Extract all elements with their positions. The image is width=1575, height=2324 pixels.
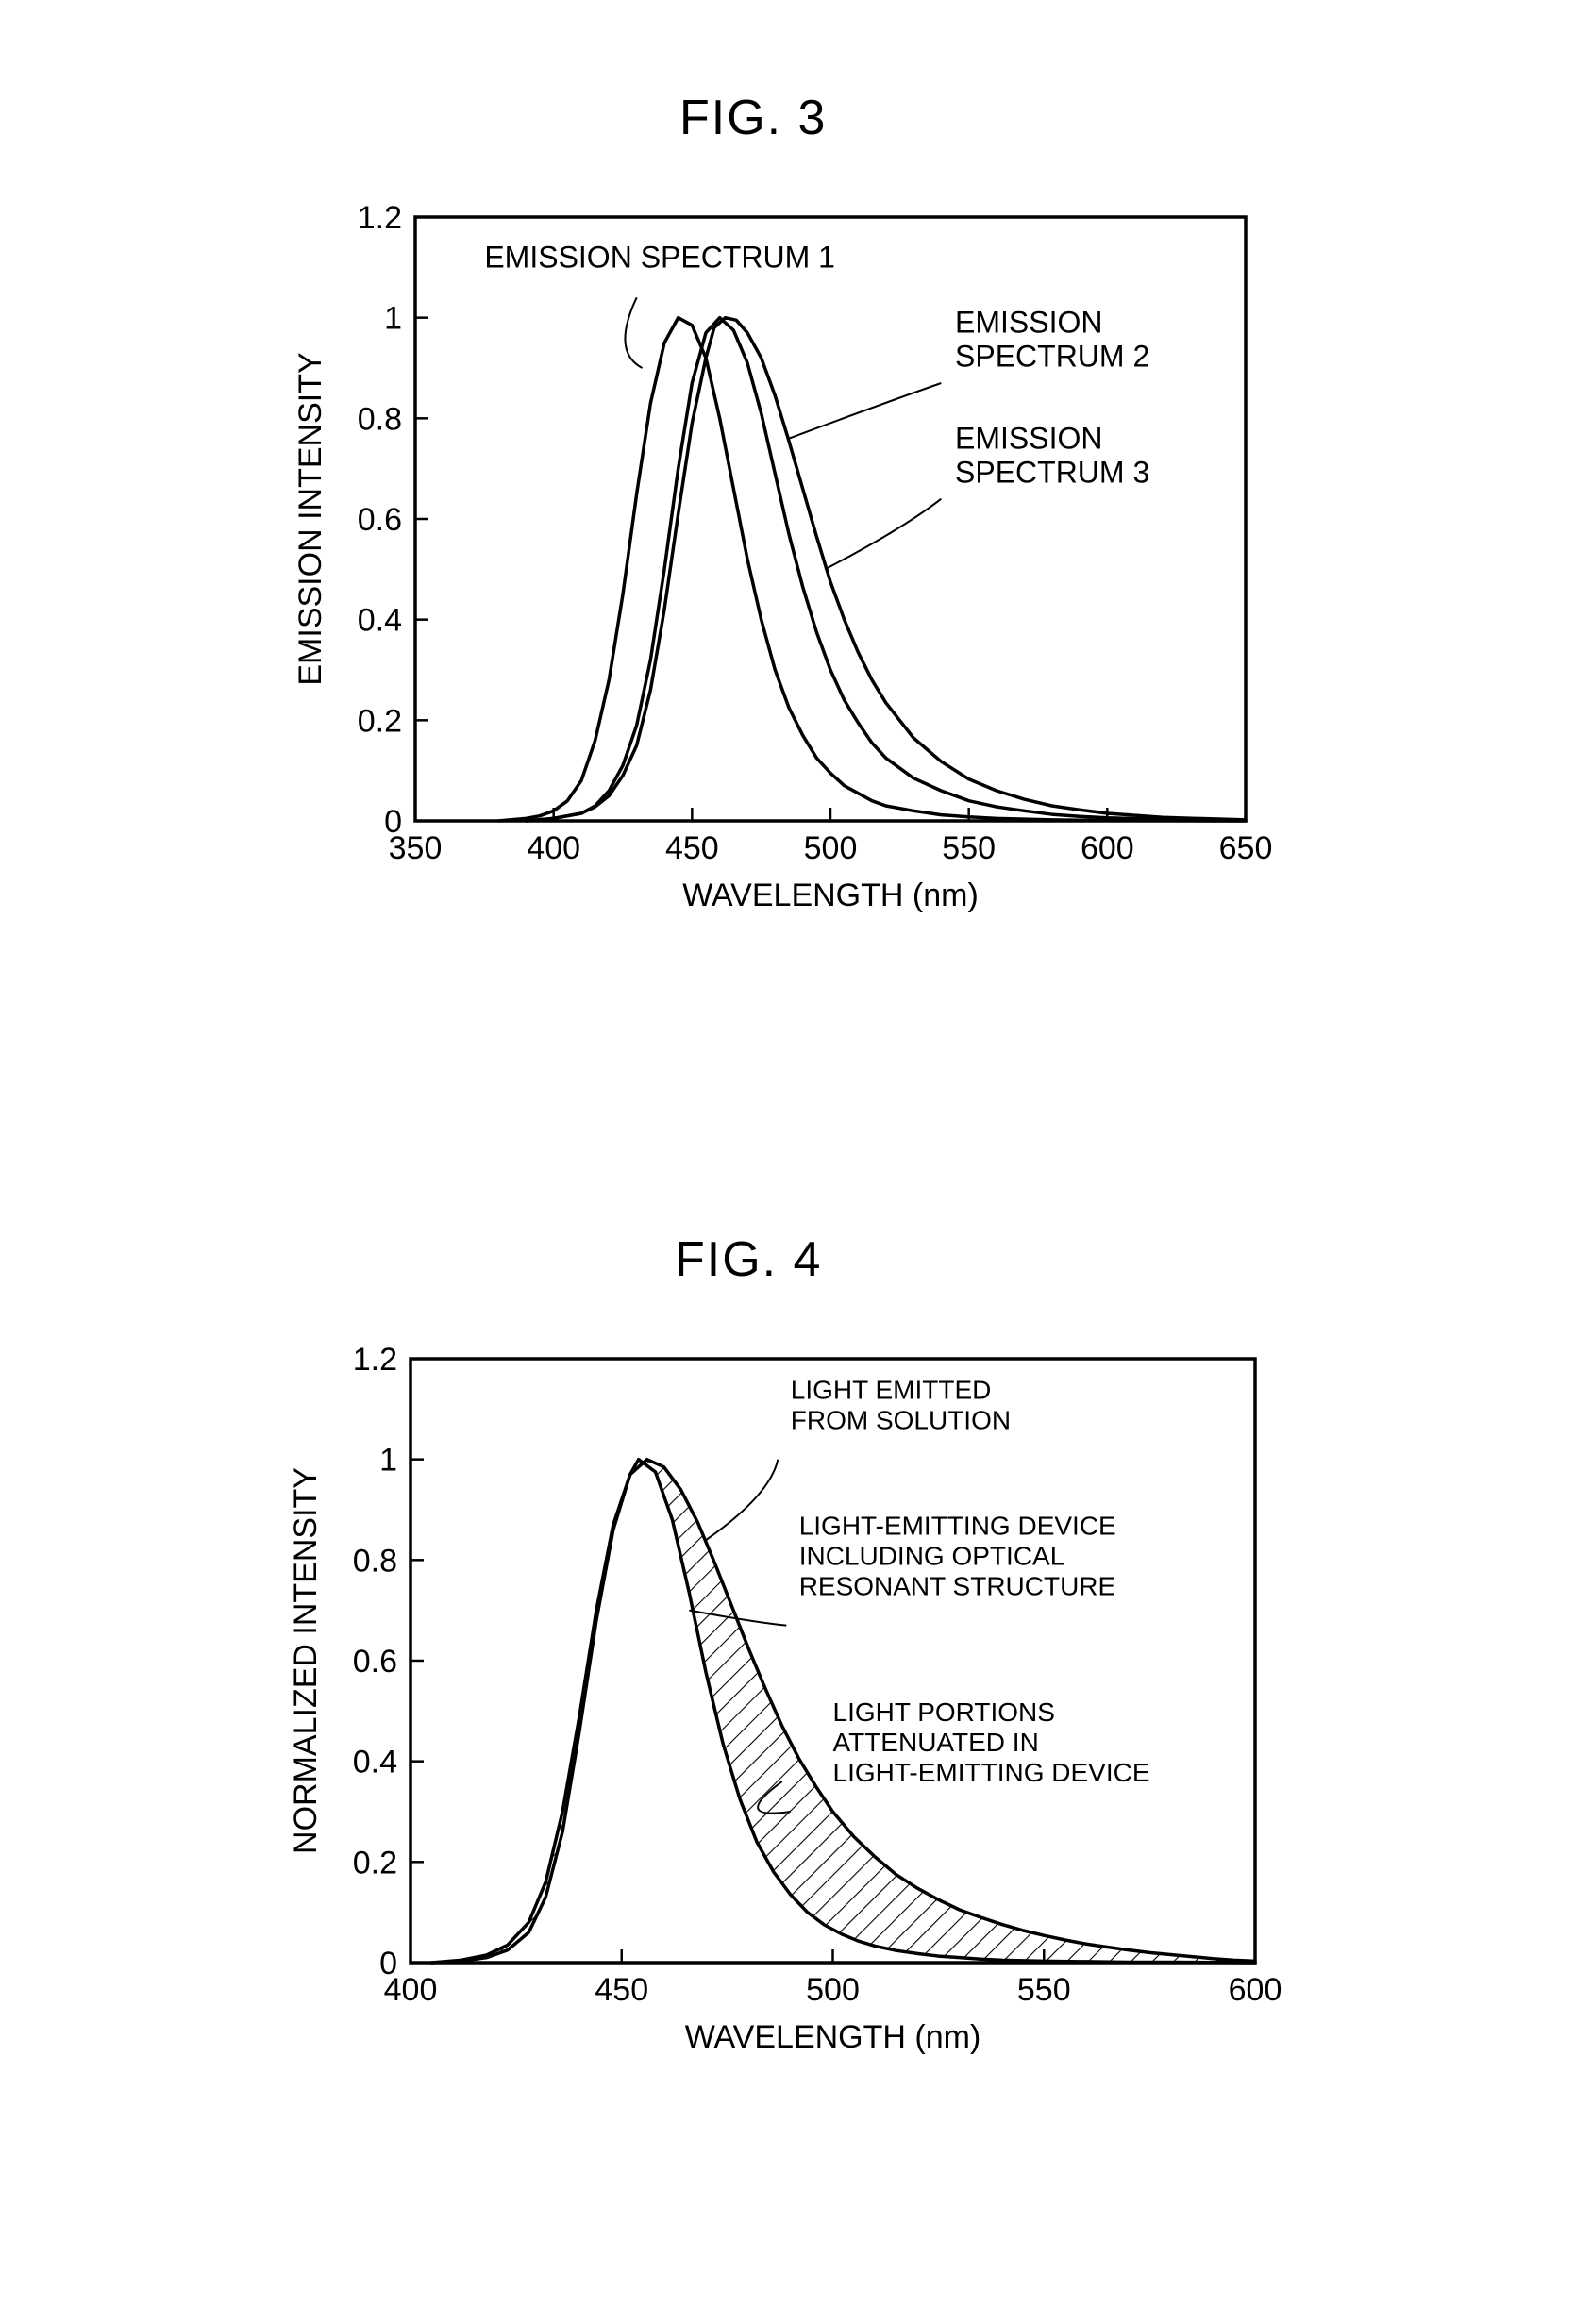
svg-text:WAVELENGTH (nm): WAVELENGTH (nm): [682, 878, 979, 913]
svg-text:1: 1: [379, 1443, 397, 1479]
svg-text:RESONANT STRUCTURE: RESONANT STRUCTURE: [799, 1572, 1116, 1601]
svg-text:SPECTRUM 2: SPECTRUM 2: [955, 340, 1149, 374]
svg-text:600: 600: [1081, 830, 1134, 866]
svg-text:LIGHT-EMITTING DEVICE: LIGHT-EMITTING DEVICE: [833, 1758, 1150, 1787]
svg-text:EMISSION: EMISSION: [955, 306, 1102, 340]
svg-text:SPECTRUM 3: SPECTRUM 3: [955, 455, 1149, 489]
svg-text:0.2: 0.2: [353, 1845, 397, 1881]
svg-text:0.6: 0.6: [358, 502, 402, 538]
svg-text:650: 650: [1219, 830, 1273, 866]
svg-text:0.2: 0.2: [358, 703, 402, 739]
svg-text:FROM SOLUTION: FROM SOLUTION: [791, 1406, 1011, 1435]
fig4-chart: 40045050055060000.20.40.60.811.2WAVELENG…: [255, 1321, 1312, 2104]
svg-text:INCLUDING OPTICAL: INCLUDING OPTICAL: [799, 1542, 1065, 1571]
svg-text:0: 0: [379, 1946, 397, 1981]
svg-text:EMISSION: EMISSION: [955, 421, 1102, 455]
svg-text:600: 600: [1229, 1972, 1282, 2008]
svg-text:0.8: 0.8: [353, 1543, 397, 1579]
svg-text:550: 550: [1017, 1972, 1071, 2008]
svg-text:450: 450: [665, 830, 719, 866]
svg-text:NORMALIZED INTENSITY: NORMALIZED INTENSITY: [288, 1467, 324, 1854]
svg-text:0.8: 0.8: [358, 401, 402, 437]
svg-text:500: 500: [806, 1972, 860, 2008]
fig3-title: FIG. 3: [679, 90, 827, 146]
svg-text:1: 1: [384, 301, 402, 337]
svg-text:ATTENUATED IN: ATTENUATED IN: [833, 1728, 1039, 1757]
fig4-svg: 40045050055060000.20.40.60.811.2WAVELENG…: [255, 1321, 1312, 2104]
svg-text:400: 400: [527, 830, 580, 866]
svg-text:0.4: 0.4: [353, 1745, 397, 1781]
svg-text:0: 0: [384, 804, 402, 840]
svg-text:0.4: 0.4: [358, 603, 402, 639]
svg-text:1.2: 1.2: [358, 200, 402, 236]
svg-text:1.2: 1.2: [353, 1342, 397, 1378]
svg-text:550: 550: [942, 830, 996, 866]
svg-text:450: 450: [595, 1972, 648, 2008]
fig3-chart: 35040045050055060065000.20.40.60.811.2WA…: [264, 179, 1302, 953]
fig3-svg: 35040045050055060065000.20.40.60.811.2WA…: [264, 179, 1302, 953]
svg-text:EMISSION SPECTRUM 1: EMISSION SPECTRUM 1: [484, 240, 835, 274]
svg-text:LIGHT EMITTED: LIGHT EMITTED: [791, 1376, 992, 1405]
svg-text:LIGHT-EMITTING DEVICE: LIGHT-EMITTING DEVICE: [799, 1512, 1116, 1541]
svg-text:EMISSION INTENSITY: EMISSION INTENSITY: [293, 352, 328, 685]
svg-text:WAVELENGTH (nm): WAVELENGTH (nm): [685, 2019, 981, 2055]
svg-text:LIGHT PORTIONS: LIGHT PORTIONS: [833, 1697, 1055, 1727]
svg-text:0.6: 0.6: [353, 1644, 397, 1680]
svg-text:500: 500: [804, 830, 858, 866]
fig4-title: FIG. 4: [675, 1231, 822, 1288]
page: FIG. 3 35040045050055060065000.20.40.60.…: [0, 0, 1575, 2324]
